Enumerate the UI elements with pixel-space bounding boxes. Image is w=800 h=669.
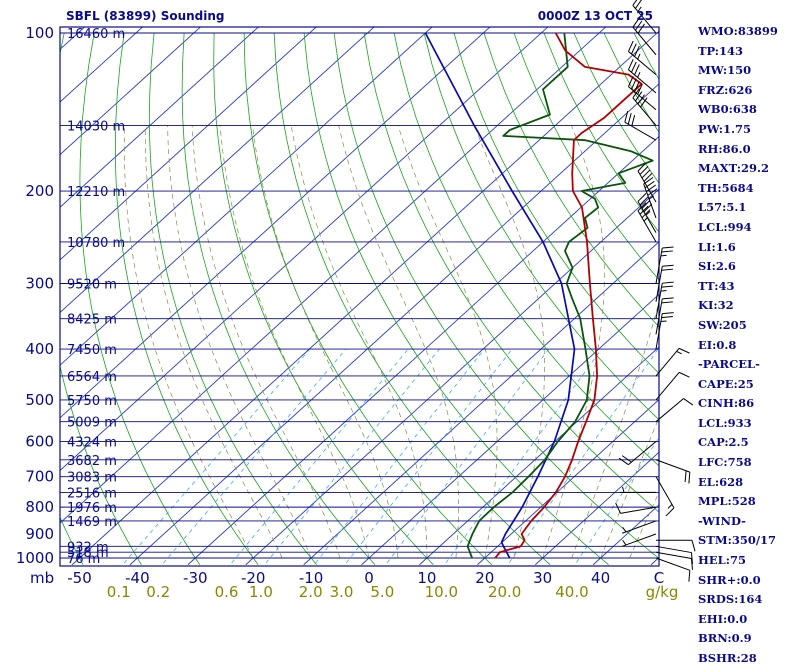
height-label: 6564 m (67, 370, 117, 385)
mixing-ratio-label: 20.0 (488, 583, 521, 600)
temperature-tick-label: -30 (183, 569, 208, 587)
wind-barb-half-flag (661, 255, 667, 256)
temperature-tick-label: -50 (67, 569, 92, 587)
height-label: 1976 m (67, 501, 117, 516)
wind-barb-half-flag (661, 321, 667, 322)
sounding-index-item: CINH:86 (698, 394, 798, 414)
sounding-index-item: BSHR:28 (698, 649, 798, 669)
sounding-index-item: EI:0.8 (698, 336, 798, 356)
mixing-ratio-label: 0.1 (107, 583, 131, 600)
height-label: 8425 m (67, 313, 117, 328)
sounding-index-item: TT:43 (698, 277, 798, 297)
height-label: 932 m (67, 540, 109, 555)
chart-background (0, 0, 800, 600)
mixing-ratio-label: 10.0 (425, 583, 458, 600)
sounding-index-item: KI:32 (698, 296, 798, 316)
sounding-index-item: HEL:75 (698, 551, 798, 571)
mixing-ratio-unit-label: g/kg (646, 583, 679, 600)
sounding-index-item: EL:628 (698, 473, 798, 493)
sounding-index-item: TP:143 (698, 42, 798, 62)
sounding-index-item: MAXT:29.2 (698, 159, 798, 179)
sounding-index-item: LCL:933 (698, 414, 798, 434)
observation-time: 0000Z 13 OCT 25 (538, 9, 653, 23)
temperature-tick-label: 40 (591, 569, 610, 587)
sounding-index-item: CAPE:25 (698, 375, 798, 395)
station-title: SBFL (83899) Sounding (66, 9, 225, 23)
height-label: 1469 m (67, 515, 117, 530)
mixing-ratio-label: 40.0 (555, 583, 588, 600)
mixing-ratio-label: 2.0 (299, 583, 323, 600)
mixing-ratio-label: 1.0 (249, 583, 273, 600)
sounding-index-item: RH:86.0 (698, 140, 798, 160)
sounding-index-item: LFC:758 (698, 453, 798, 473)
sounding-index-item: WMO:83899 (698, 22, 798, 42)
sounding-index-item: FRZ:626 (698, 81, 798, 101)
height-label: 5009 m (67, 416, 117, 431)
sounding-index-item: PW:1.75 (698, 120, 798, 140)
sounding-index-item: SHR+:0.0 (698, 571, 798, 591)
sounding-index-item: STM:350/17 (698, 531, 798, 551)
mixing-ratio-label: 0.2 (146, 583, 170, 600)
pressure-tick-label: 600 (25, 433, 54, 451)
pressure-tick-label: 900 (25, 525, 54, 543)
pressure-tick-label: 200 (25, 182, 54, 200)
height-label: 3083 m (67, 471, 117, 486)
height-label: 16460 m (67, 27, 125, 42)
pressure-tick-label: 700 (25, 468, 54, 486)
sounding-index-item: -PARCEL- (698, 355, 798, 375)
height-label: 4324 m (67, 436, 117, 451)
height-label: 5750 m (67, 394, 117, 409)
height-label: 14030 m (67, 119, 125, 134)
wind-barb-half-flag (661, 291, 667, 292)
sounding-index-item: TH:5684 (698, 179, 798, 199)
mixing-ratio-label: 5.0 (370, 583, 394, 600)
sounding-index-item: CAP:2.5 (698, 433, 798, 453)
sounding-index-item: BRN:0.9 (698, 629, 798, 649)
pressure-tick-label: 300 (25, 274, 54, 292)
sounding-index-item: LCL:994 (698, 218, 798, 238)
height-label: 9520 m (67, 277, 117, 292)
sounding-index-item: LI:1.6 (698, 238, 798, 258)
sounding-index-item: EHI:0.0 (698, 610, 798, 630)
height-label: 12210 m (67, 185, 125, 200)
mixing-ratio-label: 0.6 (215, 583, 239, 600)
sounding-index-item: SRDS:164 (698, 590, 798, 610)
pressure-tick-label: 1000 (16, 549, 54, 567)
pressure-unit-label: mb (30, 569, 54, 587)
sounding-index-item: L57:5.1 (698, 198, 798, 218)
sounding-index-item: SI:2.6 (698, 257, 798, 277)
sounding-index-item: SW:205 (698, 316, 798, 336)
height-label: 10780 m (67, 236, 125, 251)
mixing-ratio-label: 3.0 (330, 583, 354, 600)
temperature-tick-label: 30 (533, 569, 552, 587)
sounding-index-item: -WIND- (698, 512, 798, 532)
sounding-index-item: MPL:528 (698, 492, 798, 512)
height-label: 2516 m (67, 486, 117, 501)
height-label: 3682 m (67, 454, 117, 469)
sounding-index-item: WB0:638 (698, 100, 798, 120)
pressure-tick-label: 800 (25, 498, 54, 516)
pressure-tick-label: 100 (25, 24, 54, 42)
pressure-tick-label: 500 (25, 391, 54, 409)
sounding-index-item: MW:150 (698, 61, 798, 81)
height-label: 7450 m (67, 343, 117, 358)
pressure-tick-label: 400 (25, 340, 54, 358)
